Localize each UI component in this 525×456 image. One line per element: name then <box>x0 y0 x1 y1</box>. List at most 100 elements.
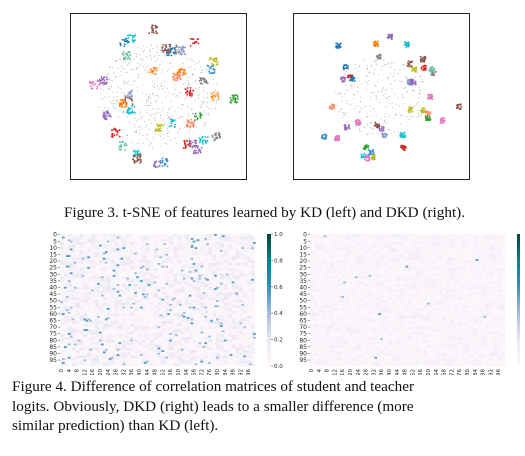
tsne-cluster-point <box>410 109 412 112</box>
heatmap-cell <box>208 323 213 327</box>
heatmap-highlight-cell <box>116 236 120 239</box>
tsne-cluster-point <box>411 68 414 71</box>
heatmap-cell <box>200 311 204 314</box>
heatmap-cell <box>407 315 412 319</box>
heatmap-cell <box>458 336 463 340</box>
tsne-point <box>389 73 391 75</box>
tsne-cluster-point <box>129 51 131 53</box>
tsne-point <box>150 101 152 103</box>
heatmap-cell <box>102 297 107 300</box>
heatmap-cell <box>423 255 427 258</box>
tsne-cluster-point <box>212 99 215 102</box>
heatmap-cell <box>216 326 220 329</box>
heatmap-cell <box>439 250 443 253</box>
tsne-cluster-point <box>194 141 197 144</box>
tsne-cluster-point <box>150 71 153 73</box>
tsne-cluster-point <box>98 83 101 86</box>
heatmap-cell <box>87 329 92 332</box>
tsne-point <box>168 117 170 119</box>
heatmap-highlight-cell <box>200 360 204 363</box>
tsne-cluster-point <box>328 105 331 108</box>
heatmap-cell <box>415 342 420 345</box>
tsne-point <box>344 93 346 95</box>
heatmap-cell <box>477 321 482 324</box>
tsne-point <box>157 58 159 60</box>
tsne-point <box>166 87 168 89</box>
tsne-point <box>113 130 115 132</box>
heatmap-cell <box>431 295 435 298</box>
heatmap-cell <box>130 323 135 327</box>
tsne-cluster-point <box>202 78 205 80</box>
tsne-cluster-point <box>185 91 188 94</box>
heatmap-cell <box>473 236 478 240</box>
tsne-point <box>145 93 147 95</box>
tsne-point <box>197 88 199 90</box>
heatmap-cell <box>169 276 173 279</box>
heatmap-cell <box>219 347 224 351</box>
heatmap-cell <box>486 297 490 300</box>
tsne-point <box>153 94 155 96</box>
heatmap-cell <box>423 300 427 303</box>
tsne-point <box>205 122 207 124</box>
heatmap-cell <box>126 289 131 293</box>
heatmap-cell <box>349 323 353 327</box>
tsne-point <box>115 61 117 63</box>
tsne-cluster-point <box>88 82 91 84</box>
tsne-cluster-point <box>210 65 213 68</box>
heatmap-cell <box>313 289 318 293</box>
heatmap-cell <box>141 307 146 311</box>
heatmap-cell <box>134 302 138 306</box>
tsne-cluster-point <box>235 94 238 97</box>
tsne-point <box>167 135 169 137</box>
heatmap-cell <box>482 268 486 271</box>
heatmap-cell <box>119 287 123 290</box>
heatmap-cell <box>368 292 373 295</box>
heatmap-cell <box>251 260 255 264</box>
heatmap-cell <box>99 313 103 316</box>
tsne-point <box>149 49 151 51</box>
tsne-point <box>200 106 202 108</box>
tsne-cluster-point <box>218 131 220 134</box>
heatmap-cell <box>91 334 95 337</box>
heatmap-highlight-cell <box>188 270 192 273</box>
heatmap-cell <box>368 342 373 345</box>
heatmap-highlight-cell <box>206 243 209 246</box>
heatmap-cell <box>337 281 342 285</box>
heatmap-cell <box>415 257 420 261</box>
heatmap-cell <box>177 239 181 242</box>
heatmap-cell <box>415 247 420 250</box>
tsne-cluster-point <box>424 56 427 59</box>
tsne-cluster-point <box>150 27 153 30</box>
tsne-cluster-point <box>344 124 347 126</box>
heatmap-cell <box>91 358 96 361</box>
heatmap-cell <box>146 332 150 335</box>
heatmap-cell <box>71 292 76 295</box>
heatmap-cell <box>329 326 334 330</box>
heatmap-cell <box>313 352 318 356</box>
heatmap-cell <box>95 331 99 335</box>
tsne-point <box>164 54 166 56</box>
heatmap-cell <box>103 337 107 340</box>
heatmap-highlight-cell <box>167 313 170 316</box>
heatmap-cell <box>231 268 236 271</box>
heatmap-cell <box>145 344 150 348</box>
heatmap-cell <box>91 363 96 366</box>
heatmap-cell <box>208 234 213 237</box>
tsne-point <box>374 61 376 63</box>
heatmap-highlight-cell <box>204 306 208 309</box>
tsne-point <box>146 109 148 111</box>
tsne-point <box>126 116 128 118</box>
heatmap-highlight-cell <box>157 289 161 292</box>
tsne-cluster-point <box>403 147 405 150</box>
heatmap-highlight-cell <box>192 280 196 283</box>
tsne-cluster-point <box>131 103 134 105</box>
heatmap-cell <box>223 249 228 253</box>
heatmap-cell <box>60 334 64 337</box>
heatmap-cell <box>114 247 119 250</box>
tsne-point <box>387 129 389 131</box>
tsne-point <box>114 59 116 61</box>
tsne-point <box>181 55 183 57</box>
tsne-cluster-point <box>364 146 367 149</box>
tsne-cluster-point <box>186 87 189 89</box>
tsne-point <box>365 74 367 76</box>
